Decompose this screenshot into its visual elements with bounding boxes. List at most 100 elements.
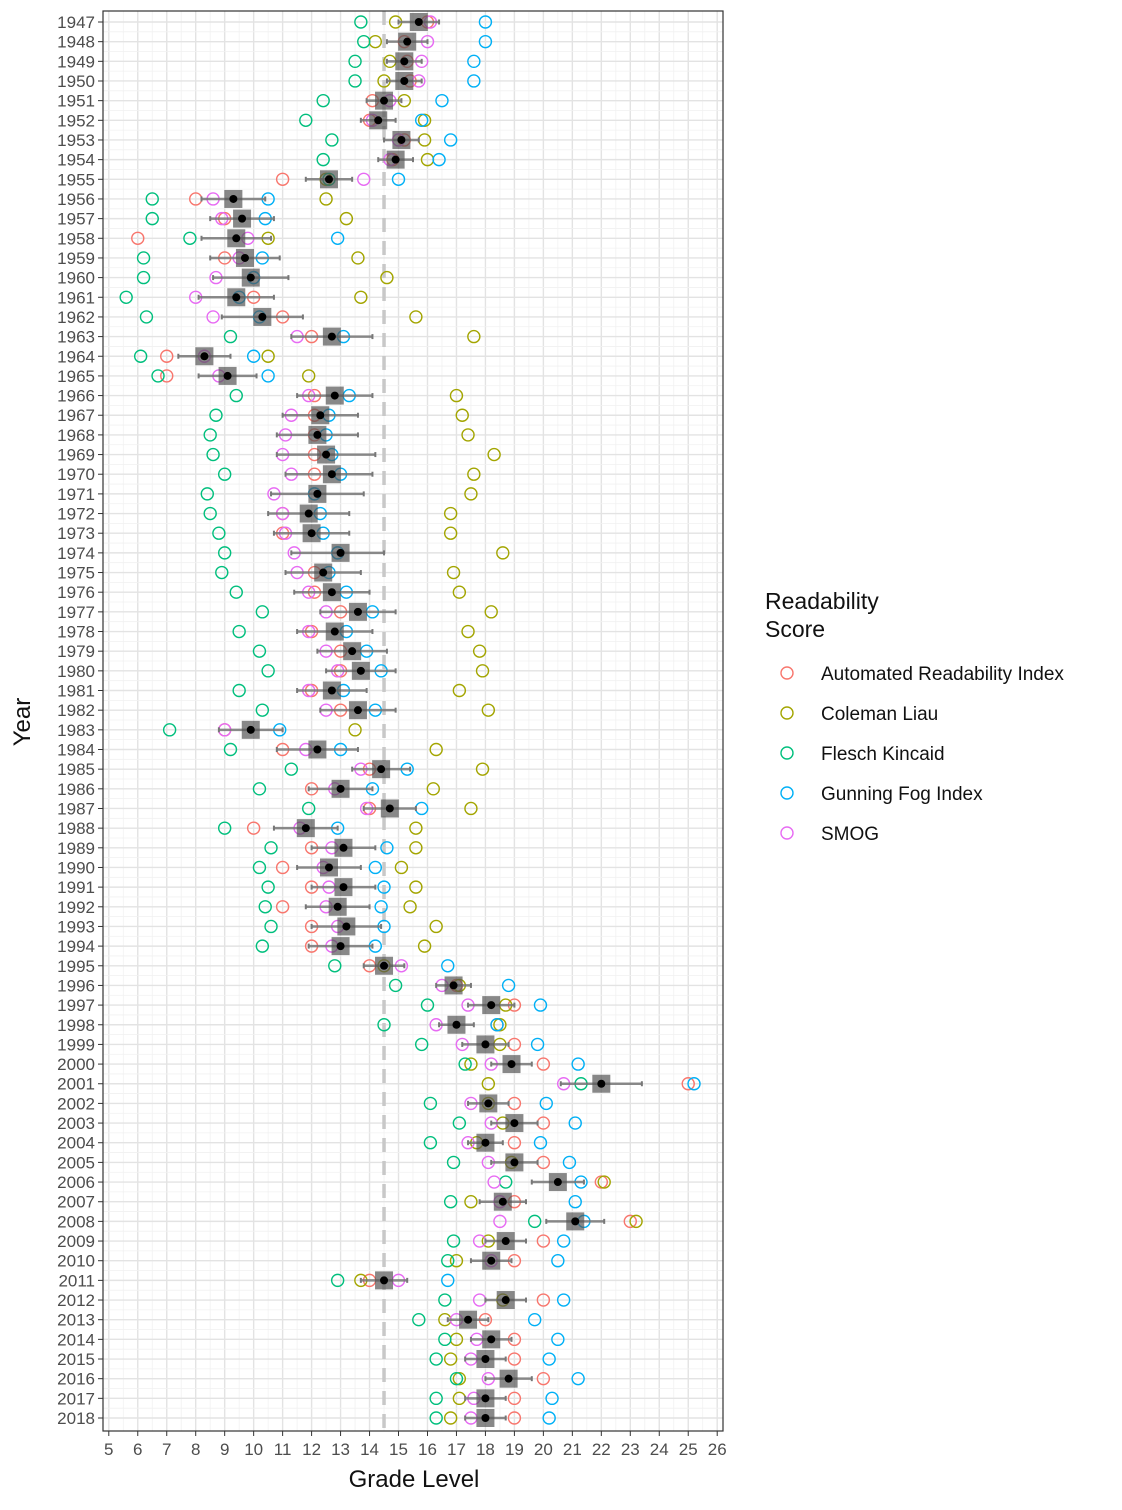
y-tick-label: 1972 [57, 505, 95, 524]
point-coleman-liau [348, 723, 362, 737]
point-smog [206, 310, 220, 324]
point-gunning-fog-index [542, 1411, 556, 1425]
mean-point [342, 922, 351, 931]
point-coleman-liau [487, 447, 501, 462]
y-tick-label: 1999 [57, 1035, 95, 1054]
x-tick-label: 11 [274, 1440, 292, 1459]
mean-point [452, 1020, 461, 1029]
legend-key [780, 826, 794, 840]
point-flesch-kincaid [183, 231, 197, 245]
y-tick-label: 1977 [57, 603, 95, 622]
point-coleman-liau [302, 369, 316, 383]
x-tick-label: 6 [133, 1440, 142, 1459]
plot-panel-border [102, 10, 724, 1432]
point-automated-readability-index [536, 1371, 551, 1386]
mean-point [258, 312, 267, 321]
mean-point [313, 430, 322, 439]
point-gunning-fog-index [533, 1136, 548, 1150]
point-gunning-fog-index [478, 15, 493, 29]
y-tick-label: 1975 [57, 564, 95, 583]
point-coleman-liau [403, 900, 417, 914]
point-flesch-kincaid [429, 1352, 443, 1366]
mean-point [487, 1001, 496, 1010]
y-tick-label: 1981 [57, 682, 95, 701]
y-tick-label: 2014 [57, 1330, 95, 1349]
x-tick-label: 20 [534, 1440, 553, 1459]
point-gunning-fog-index [490, 1018, 504, 1032]
point-coleman-liau [426, 782, 440, 796]
x-tick-label: 15 [389, 1440, 408, 1459]
point-gunning-fog-index [330, 231, 345, 245]
y-tick-label: 1985 [57, 760, 95, 779]
point-flesch-kincaid [429, 1391, 443, 1406]
point-flesch-kincaid [229, 585, 243, 599]
x-tick-label: 24 [650, 1440, 669, 1459]
y-tick-label: 2000 [57, 1055, 95, 1074]
point-gunning-fog-index [467, 54, 481, 69]
y-tick-label: 1955 [57, 170, 95, 189]
point-flesch-kincaid [420, 998, 435, 1012]
point-coleman-liau [443, 1352, 458, 1366]
point-flesch-kincaid [203, 428, 217, 442]
point-flesch-kincaid [229, 388, 243, 403]
point-flesch-kincaid [232, 624, 246, 639]
y-tick-label: 1965 [57, 367, 95, 386]
legend-key [780, 786, 794, 800]
point-coleman-liau [394, 860, 409, 875]
y-tick-label: 2015 [57, 1350, 95, 1369]
point-coleman-liau [409, 841, 423, 855]
mean-point [403, 37, 412, 46]
point-flesch-kincaid [357, 34, 371, 49]
point-flesch-kincaid [217, 821, 232, 835]
y-tick-label: 2002 [57, 1094, 95, 1113]
y-tick-label: 2009 [57, 1232, 95, 1251]
point-automated-readability-index [536, 1234, 551, 1248]
mean-point [301, 824, 310, 833]
point-gunning-fog-index [551, 1254, 565, 1268]
point-flesch-kincaid [423, 1096, 438, 1111]
point-gunning-fog-index [556, 1293, 571, 1307]
y-tick-label: 2004 [57, 1134, 95, 1153]
y-tick-label: 1992 [57, 898, 95, 917]
point-flesch-kincaid [261, 880, 275, 894]
y-tick-label: 1978 [57, 623, 95, 642]
x-tick-label: 9 [220, 1440, 229, 1459]
y-axis-label: Year [9, 698, 36, 747]
point-gunning-fog-index [380, 841, 394, 855]
y-tick-label: 1984 [57, 740, 95, 759]
legend-label: Gunning Fog Index [821, 784, 983, 805]
mean-point [597, 1079, 606, 1088]
y-tick-label: 1969 [57, 446, 95, 465]
y-tick-label: 1951 [57, 92, 95, 111]
y-tick-label: 1979 [57, 642, 95, 661]
point-coleman-liau [319, 192, 333, 206]
mean-point [481, 1394, 490, 1403]
mean-point [327, 588, 336, 597]
y-tick-label: 1948 [57, 33, 95, 52]
x-tick-label: 22 [592, 1440, 611, 1459]
mean-point [481, 1040, 490, 1049]
y-tick-label: 1995 [57, 957, 95, 976]
point-gunning-fog-index [435, 93, 449, 108]
mean-point [487, 1335, 496, 1344]
point-flesch-kincaid [215, 565, 229, 580]
point-coleman-liau [417, 939, 432, 953]
mean-point [414, 18, 423, 26]
y-tick-label: 1958 [57, 229, 95, 248]
y-tick-label: 1957 [57, 210, 95, 229]
point-gunning-fog-index [441, 959, 455, 973]
point-coleman-liau [467, 467, 481, 481]
point-flesch-kincaid [136, 270, 151, 285]
point-flesch-kincaid [252, 860, 267, 875]
mean-point [487, 1256, 496, 1265]
y-tick-label: 1980 [57, 662, 95, 681]
point-flesch-kincaid [258, 900, 272, 914]
y-tick-label: 1973 [57, 524, 95, 543]
point-automated-readability-index [507, 1352, 522, 1366]
point-automated-readability-index [275, 900, 290, 914]
point-flesch-kincaid [212, 526, 226, 540]
x-tick-label: 21 [563, 1440, 582, 1459]
point-automated-readability-index [131, 231, 145, 245]
mean-point [232, 293, 241, 302]
point-coleman-liau [461, 428, 475, 442]
